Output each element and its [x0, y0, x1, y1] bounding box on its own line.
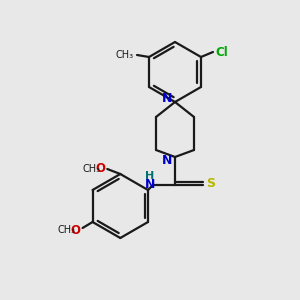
Text: CH₃: CH₃: [57, 225, 76, 235]
Text: CH₃: CH₃: [82, 164, 100, 174]
Text: S: S: [206, 177, 215, 190]
Text: CH₃: CH₃: [116, 50, 134, 60]
Text: N: N: [145, 178, 155, 190]
Text: H: H: [146, 171, 154, 181]
Text: N: N: [162, 154, 172, 166]
Text: O: O: [95, 163, 105, 176]
Text: O: O: [70, 224, 81, 236]
Text: Cl: Cl: [215, 46, 228, 59]
Text: N: N: [162, 92, 172, 106]
